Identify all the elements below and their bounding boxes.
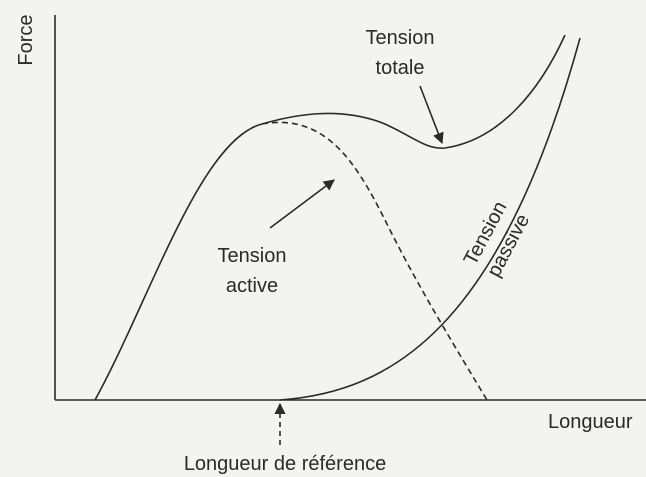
- y-axis-label: Force: [15, 14, 37, 65]
- passive-tension-curve: [279, 37, 581, 401]
- total-label-line2: totale: [376, 57, 425, 79]
- total-arrow: [419, 85, 444, 145]
- active-arrow: [269, 179, 335, 229]
- x-axis-label: Longueur: [548, 411, 633, 433]
- reference-label: Longueur de référence: [184, 453, 386, 475]
- active-tension-curve: [261, 121, 488, 401]
- total-label-line1: Tension: [366, 27, 435, 49]
- active-label-line2: active: [226, 275, 278, 297]
- active-label-line1: Tension: [218, 245, 287, 267]
- total-tension-curve: [94, 34, 566, 401]
